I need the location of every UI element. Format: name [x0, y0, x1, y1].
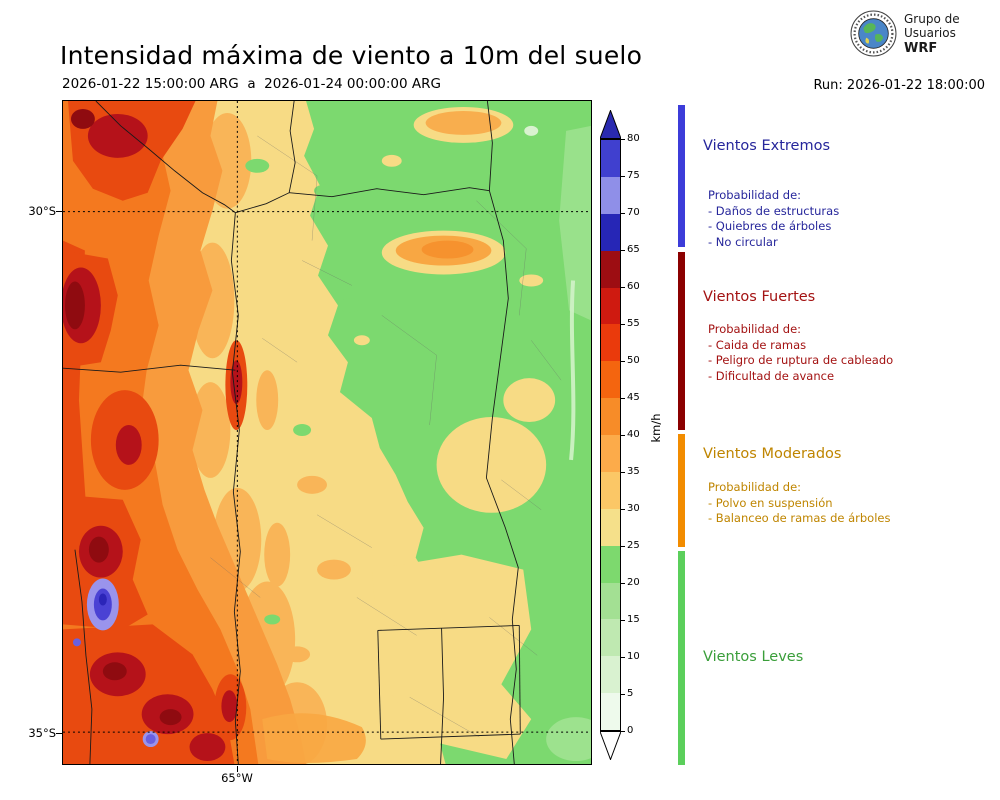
probability-label: Probabilidad de: — [708, 322, 802, 336]
moderate-winds-title: Vientos Moderados — [703, 446, 842, 462]
colorbar-tick-label: 0 — [619, 725, 634, 736]
department-borders — [210, 135, 562, 738]
light-green-patches — [524, 125, 591, 762]
colorbar-unit-label: km/h — [649, 413, 663, 443]
wind-map-frame — [62, 100, 592, 765]
strong-winds-title: Vientos Fuertes — [703, 289, 816, 305]
lat-tick-30s: 30°S — [28, 204, 56, 218]
colorbar-segment — [601, 361, 620, 399]
colorbar-segment — [601, 656, 620, 694]
model-run-label: Run: 2026-01-22 18:00:00 — [813, 78, 985, 93]
probability-label: Probabilidad de: — [708, 188, 802, 202]
effect-line: - Balanceo de ramas de árboles — [708, 511, 891, 525]
province-borders — [63, 101, 521, 764]
colorbar-segment — [601, 287, 620, 325]
colorbar-tick-label: 60 — [620, 281, 640, 292]
colorbar-segment — [601, 435, 620, 472]
colorbar-segment — [601, 250, 620, 288]
valid-period-label: 2026-01-22 15:00:00 ARG a 2026-01-24 00:… — [62, 76, 441, 92]
colorbar-tick-label: 75 — [620, 170, 640, 181]
light-winds-title: Vientos Leves — [703, 649, 804, 665]
colorbar-tick-label: 70 — [620, 207, 640, 218]
darkest-red-cores — [64, 108, 182, 726]
effect-line: - Caida de ramas — [708, 337, 807, 352]
colorbar-tick-label: 35 — [620, 466, 640, 477]
colorbar-segment — [601, 213, 620, 251]
colorbar-segment — [601, 582, 620, 620]
colorbar-segment — [601, 508, 620, 546]
graticule — [63, 101, 591, 764]
colorbar-segments — [600, 139, 621, 731]
extreme-winds-title: Vientos Extremos — [703, 138, 831, 154]
effect-line: - Daños de estructuras — [708, 203, 840, 218]
colorbar-tick-label: 45 — [620, 392, 640, 403]
lat-tickmark-30s — [56, 211, 62, 212]
orange-patches-in-green — [395, 110, 502, 266]
extreme-wind-spots — [72, 578, 159, 748]
effect-line: - No circular — [708, 234, 778, 249]
strong-winds-strip — [678, 252, 685, 430]
logo-text: Grupo de Usuarios WRF — [904, 12, 960, 56]
effect-line: - Peligro de ruptura de cableado — [708, 353, 894, 367]
colorbar-segment — [601, 176, 620, 214]
lon-tickmark-65w — [237, 766, 238, 772]
colorbar-segment — [601, 140, 620, 177]
lon-tick-65w: 65°W — [221, 771, 253, 785]
moderate-winds-details: Probabilidad de: - Polvo en suspensión -… — [708, 480, 890, 527]
colorbar-segment — [601, 619, 620, 657]
colorbar-segment — [601, 398, 620, 435]
colorbar-tick-label: 25 — [620, 540, 640, 551]
globe-logo-icon — [850, 10, 897, 57]
logo-text-line2: Usuarios — [904, 25, 956, 40]
colorbar-up-arrow — [600, 110, 621, 139]
colorbar-tick-label: 80 — [620, 133, 640, 144]
effect-line: - Quiebres de árboles — [708, 219, 832, 233]
strong-winds-details: Probabilidad de: - Caida de ramas - Peli… — [708, 322, 893, 384]
wind-intensity-field — [63, 101, 591, 764]
colorbar-tick-label: 50 — [620, 355, 640, 366]
colorbar-segment — [601, 545, 620, 583]
colorbar-tick-label: 30 — [620, 503, 640, 514]
probability-label: Probabilidad de: — [708, 480, 802, 494]
colorbar-ticks: 80 75 70 65 60 55 50 45 40 35 30 25 20 15 10 5 0 — [619, 133, 657, 736]
effect-line: - Polvo en suspensión — [708, 495, 833, 510]
figure-title: Intensidad máxima de viento a 10m del su… — [60, 40, 643, 70]
colorbar-segment — [601, 693, 620, 730]
colorbar-tick-label: 20 — [620, 577, 640, 588]
logo-text-line1: Grupo de — [904, 11, 960, 26]
colorbar-tick-label: 65 — [620, 244, 640, 255]
colorbar-tick-label: 55 — [620, 318, 640, 329]
logo: Grupo de Usuarios WRF — [850, 10, 960, 57]
moderate-winds-strip — [678, 434, 685, 547]
lat-tickmark-35s — [56, 733, 62, 734]
bottom-orange-patch — [262, 713, 366, 764]
extreme-winds-strip — [678, 105, 685, 247]
colorbar-down-arrow — [600, 731, 621, 760]
logo-text-wrf: WRF — [904, 40, 938, 56]
lat-tick-35s: 35°S — [28, 726, 56, 740]
light-winds-strip — [678, 551, 685, 765]
colorbar-segment — [601, 324, 620, 362]
colorbar-segment — [601, 471, 620, 509]
effect-line: - Dificultad de avance — [708, 368, 835, 383]
colorbar-tick-label: 10 — [620, 651, 640, 662]
extreme-winds-details: Probabilidad de: - Daños de estructuras … — [708, 188, 839, 250]
colorbar-tick-label: 40 — [620, 429, 640, 440]
colorbar-tick-label: 15 — [620, 614, 640, 625]
colorbar-tick-label: 5 — [619, 688, 634, 699]
